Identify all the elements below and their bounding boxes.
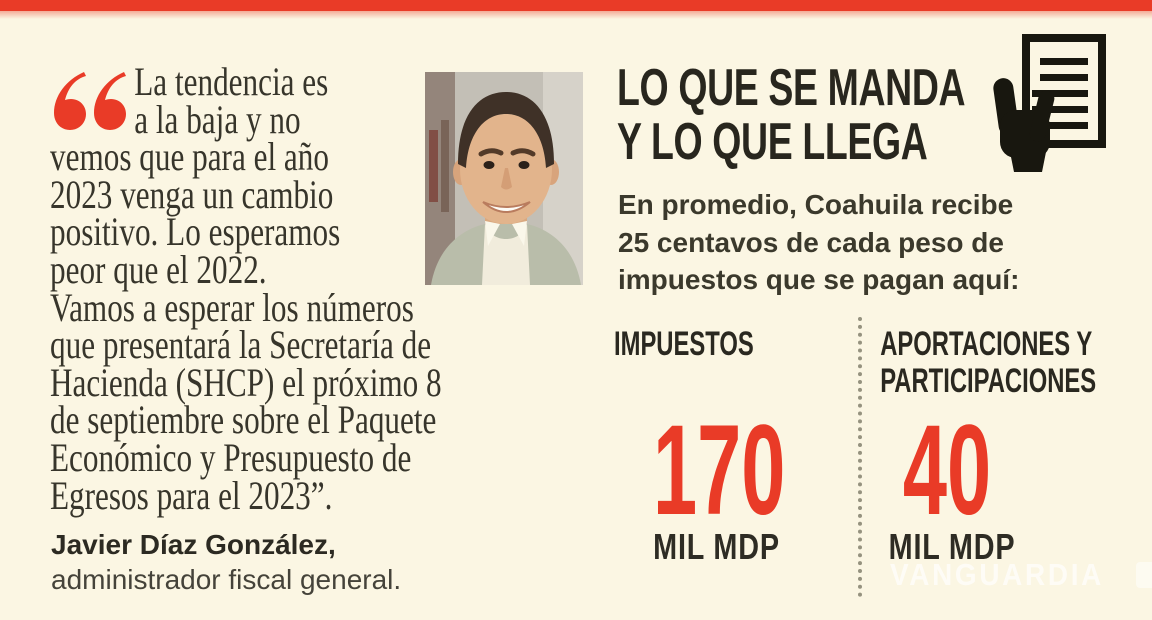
quote-line: Vamos a esperar los números — [50, 284, 414, 330]
quote-text: La tendencia es a la baja y no vemos que p… — [50, 59, 549, 518]
quote-line: peor que el 2022. — [50, 246, 267, 292]
quote-line: Hacienda (SHCP) el próximo 8 — [50, 359, 442, 405]
intro-line: En promedio, Coahuila recibe — [618, 189, 1014, 220]
stat-label-line: PARTICIPACIONES — [880, 362, 1097, 400]
quote-line: Económico y Presupuesto de — [50, 434, 412, 480]
author-role: administrador fiscal general. — [51, 564, 402, 595]
quote-line: La tendencia es — [134, 59, 329, 104]
quote-line: vemos que para el año — [50, 134, 329, 180]
stat-aportaciones: APORTACIONES Y PARTICIPACIONES 40 MIL MDP — [862, 325, 1097, 576]
author-name: Javier Díaz González, — [51, 529, 336, 560]
quote-line: positivo. Lo esperamos — [50, 209, 341, 255]
top-accent-bar — [0, 0, 1152, 19]
intro-line: impuestos que se pagan aquí: — [618, 264, 1020, 295]
intro-line: 25 centavos de cada peso de — [618, 226, 1004, 258]
stat-aportaciones-unit: MIL MDP — [888, 526, 1016, 567]
stat-impuestos: IMPUESTOS 170 MIL MDP — [614, 326, 819, 576]
panel-title-line2: Y LO QUE LLEGA — [617, 113, 928, 171]
stat-label-line: IMPUESTOS — [614, 325, 754, 363]
watermark: VANGUARDIA — [890, 557, 1152, 593]
watermark-text: VANGUARDIA — [890, 557, 1105, 592]
quote-line: Egresos para el 2023”. — [50, 472, 333, 518]
stats-divider — [858, 317, 862, 597]
stat-label-line: APORTACIONES Y — [880, 325, 1093, 363]
portrait-photo — [425, 72, 583, 285]
stat-aportaciones-value: 40 — [902, 399, 992, 542]
quote-line: a la baja y no — [134, 96, 301, 142]
hand-holding-document-icon — [993, 34, 1106, 172]
quote-line: de septiembre sobre el Paquete — [50, 397, 437, 443]
stat-impuestos-unit: MIL MDP — [653, 526, 780, 567]
watermark-logo-mark — [1135, 562, 1152, 588]
open-quote-icon — [54, 72, 126, 130]
panel-title: LO QUE SE MANDA Y LO QUE LLEGA — [617, 59, 966, 171]
quote-line: que presentará la Secretaría de — [50, 322, 432, 368]
panel-intro: En promedio, Coahuila recibe 25 centavos … — [618, 186, 1019, 299]
stat-impuestos-label: IMPUESTOS — [614, 326, 758, 363]
quote-line: 2023 venga un cambio — [50, 171, 334, 217]
stat-aportaciones-label: APORTACIONES Y PARTICIPACIONES — [862, 325, 1097, 400]
panel-title-line1: LO QUE SE MANDA — [617, 59, 966, 117]
stat-impuestos-value: 170 — [652, 399, 786, 542]
